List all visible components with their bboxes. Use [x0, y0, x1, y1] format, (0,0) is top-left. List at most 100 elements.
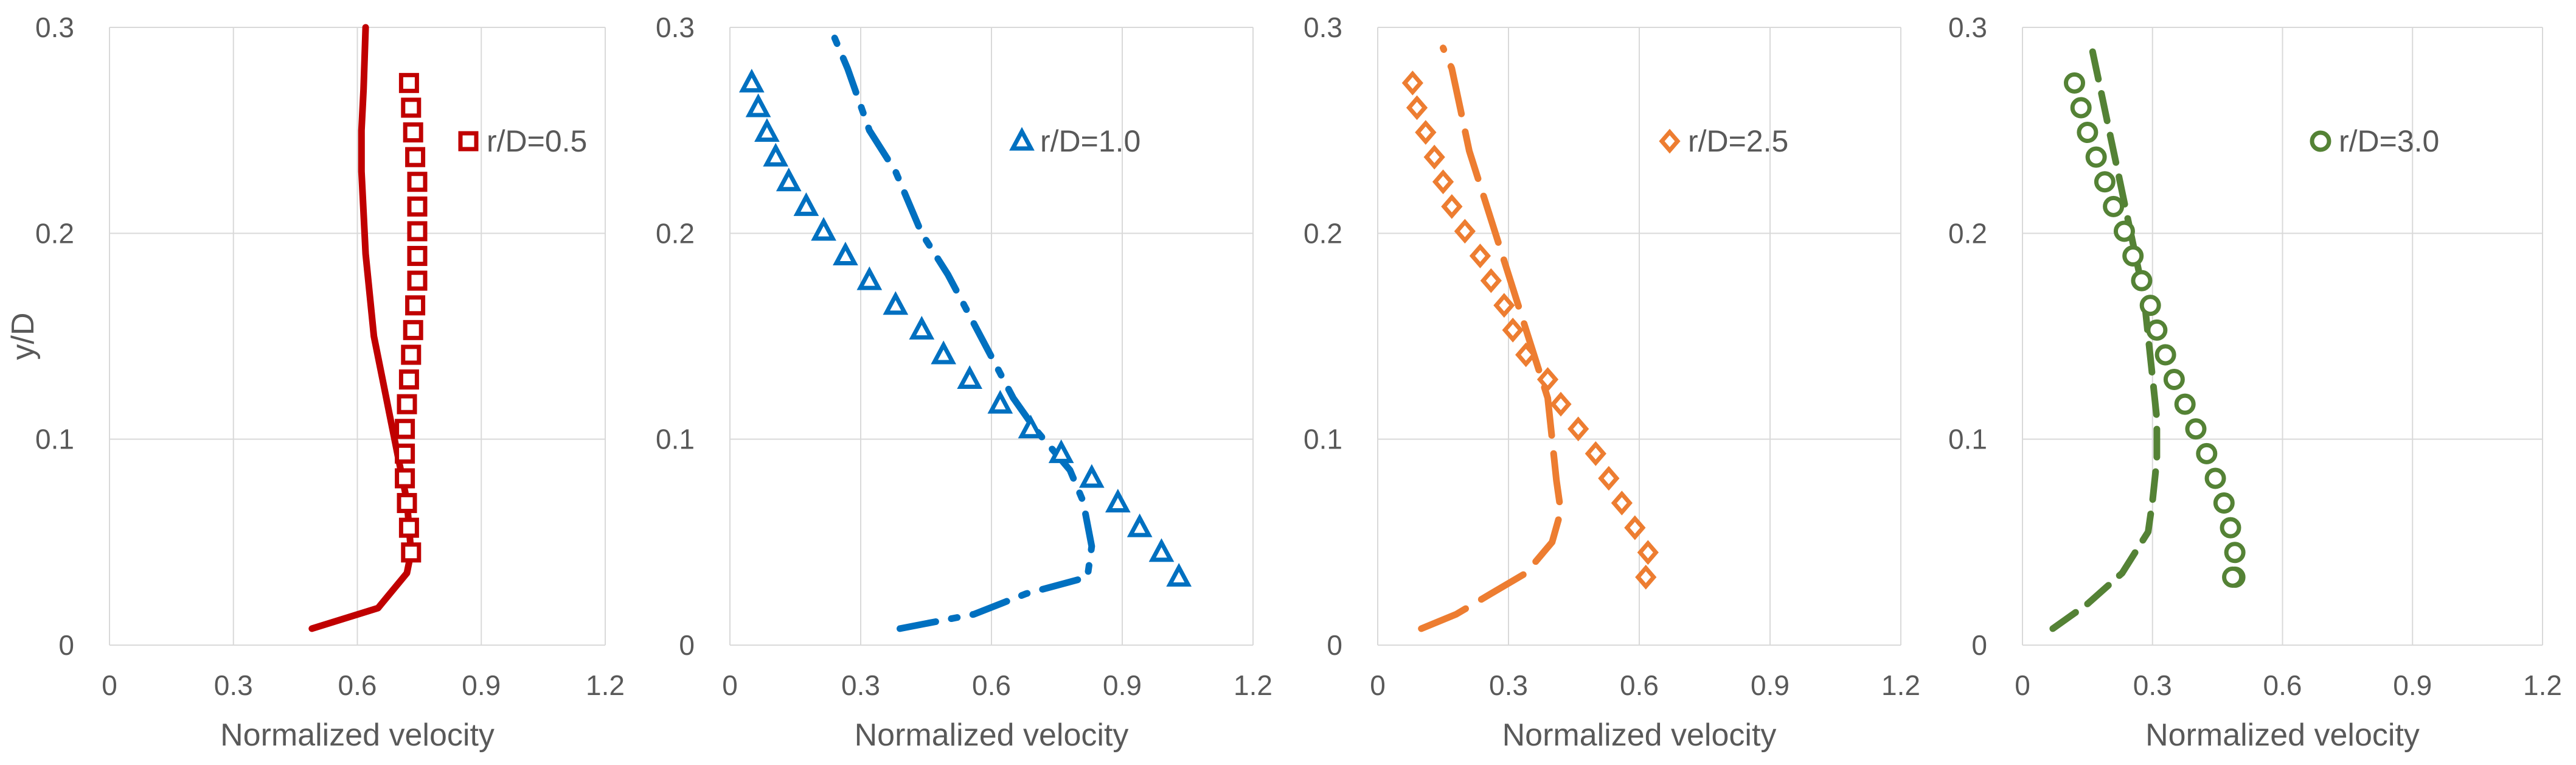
- x-tick-label: 1.2: [2523, 669, 2562, 701]
- data-point: [1515, 342, 1537, 368]
- data-point: [883, 291, 909, 315]
- data-point: [1127, 513, 1153, 537]
- data-point: [1105, 489, 1131, 513]
- x-tick-label: 0.6: [972, 669, 1011, 701]
- y-tick-label: 0.2: [1304, 217, 1342, 249]
- x-tick-label: 0.3: [2133, 669, 2172, 701]
- data-point: [398, 517, 419, 538]
- data-point: [1148, 538, 1175, 562]
- data-point: [398, 72, 419, 93]
- data-point: [2196, 442, 2218, 464]
- data-point: [401, 97, 422, 118]
- y-tick-label: 0.3: [656, 12, 695, 43]
- data-point: [403, 320, 423, 340]
- simulation-line: [827, 24, 1095, 632]
- x-tick-label: 1.2: [1234, 669, 1272, 701]
- data-point: [2174, 393, 2196, 415]
- x-tick-label: 0.3: [1489, 669, 1528, 701]
- data-point: [1624, 515, 1646, 540]
- y-tick-label: 0.2: [656, 217, 695, 249]
- x-tick-label: 0.6: [2263, 669, 2302, 701]
- y-tick-label: 0.2: [1948, 217, 1987, 249]
- data-point: [931, 340, 957, 365]
- x-tick-label: 0.3: [841, 669, 880, 701]
- data-point: [1536, 367, 1559, 392]
- data-point: [1493, 293, 1515, 318]
- data-point: [2131, 270, 2153, 292]
- data-point: [401, 344, 422, 365]
- data-point: [1078, 464, 1105, 488]
- y-tick-label: 0.1: [656, 424, 695, 455]
- data-point: [1048, 439, 1074, 463]
- data-point: [1635, 565, 1657, 590]
- y-tick-label: 0.3: [1304, 12, 1342, 43]
- data-point: [2146, 319, 2168, 341]
- legend-marker: [2310, 130, 2331, 152]
- data-point: [1480, 268, 1502, 293]
- data-point: [957, 365, 983, 389]
- legend-label: r/D=0.5: [487, 124, 587, 158]
- data-point: [395, 468, 415, 489]
- data-point: [407, 172, 428, 192]
- y-tick-label: 0.1: [35, 424, 74, 455]
- legend-label: r/D=2.5: [1688, 124, 1788, 158]
- data-point: [2154, 344, 2176, 366]
- y-tick-label: 0: [1971, 629, 1987, 661]
- data-point: [2064, 72, 2085, 94]
- y-tick-label: 0: [58, 629, 74, 661]
- y-tick-label: 0: [1327, 629, 1342, 661]
- x-axis-title: Normalized velocity: [1502, 718, 1777, 753]
- data-point: [405, 295, 426, 316]
- data-point: [395, 419, 415, 439]
- data-point: [2139, 295, 2161, 316]
- x-tick-label: 0.9: [1751, 669, 1790, 701]
- data-point: [2113, 220, 2135, 242]
- y-tick-label: 0.3: [35, 12, 74, 43]
- x-axis-title: Normalized velocity: [220, 718, 495, 753]
- x-axis-title: Normalized velocity: [2145, 718, 2420, 753]
- data-point: [2163, 369, 2185, 391]
- y-tick-label: 0.1: [1948, 424, 1987, 455]
- data-point: [405, 147, 426, 167]
- data-point: [407, 270, 428, 291]
- y-tick-label: 0: [679, 629, 695, 661]
- x-tick-label: 0: [722, 669, 738, 701]
- chart-panel-r-d-2-5: 0 0.3 0.6 0.9 1.2 0 0.1 0.2 0.3 Normalized veloci…: [1304, 12, 1920, 753]
- x-tick-label: 1.2: [586, 669, 625, 701]
- x-tick-label: 0: [2015, 669, 2030, 701]
- data-point: [776, 167, 802, 192]
- chart-panel-r-d-3-0: 0 0.3 0.6 0.9 1.2 0 0.1 0.2 0.3 Normalized veloci…: [1948, 12, 2562, 753]
- data-point: [2220, 517, 2241, 539]
- data-point: [1611, 491, 1633, 515]
- x-tick-label: 0.9: [462, 669, 501, 701]
- legend-label: r/D=1.0: [1040, 124, 1140, 158]
- data-point: [909, 315, 935, 340]
- data-point: [1441, 194, 1463, 219]
- data-point: [1585, 441, 1606, 466]
- data-point: [1598, 466, 1620, 491]
- data-point: [401, 542, 422, 563]
- data-point: [1469, 243, 1491, 268]
- data-point: [833, 242, 858, 266]
- data-point: [407, 221, 428, 242]
- data-point: [1637, 540, 1659, 565]
- data-point: [2222, 566, 2244, 588]
- data-point: [754, 118, 780, 142]
- data-point: [403, 122, 423, 143]
- data-point: [397, 493, 417, 514]
- data-point: [745, 93, 771, 117]
- y-axis-title: y/D: [5, 313, 41, 360]
- data-point: [1432, 169, 1454, 195]
- data-point: [1502, 318, 1524, 343]
- simulation-line: [2049, 44, 2161, 632]
- x-tick-label: 1.2: [1881, 669, 1920, 701]
- legend-marker: [1659, 128, 1681, 154]
- data-point: [1567, 416, 1589, 442]
- data-point: [1401, 71, 1423, 96]
- data-point: [2085, 146, 2107, 168]
- data-point: [2094, 171, 2116, 193]
- x-tick-label: 0.6: [338, 669, 377, 701]
- data-point: [2103, 195, 2125, 217]
- data-point: [2185, 418, 2207, 440]
- data-point: [398, 369, 419, 390]
